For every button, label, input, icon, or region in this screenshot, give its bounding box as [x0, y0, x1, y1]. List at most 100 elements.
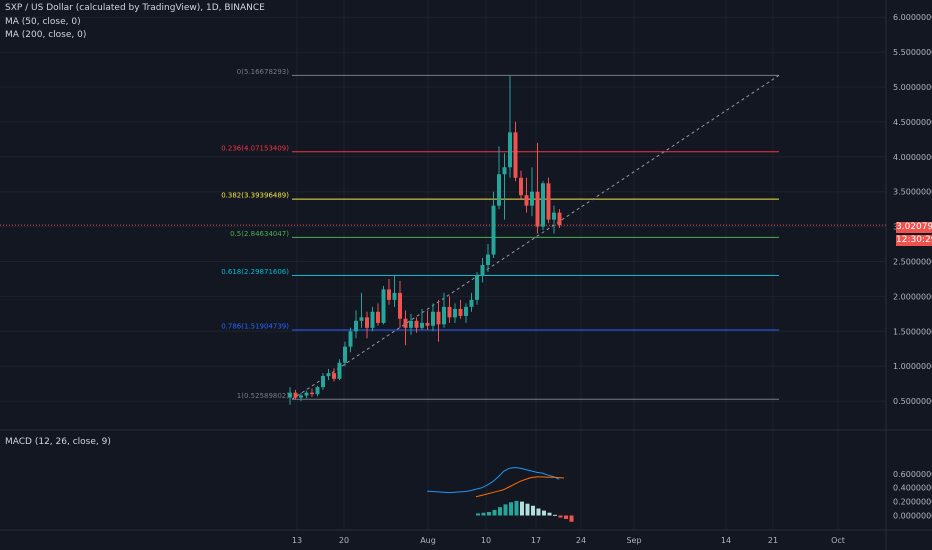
- candle-body: [414, 320, 419, 328]
- price-tick-label: 1.00000000: [893, 362, 932, 371]
- candle-body: [381, 289, 386, 323]
- macd-histogram-bar: [487, 512, 491, 516]
- time-tick-label: Oct: [831, 536, 845, 545]
- candle-body: [475, 275, 479, 300]
- candle-body: [442, 306, 446, 325]
- macd-histogram-bar: [564, 515, 568, 519]
- candle-body: [332, 373, 336, 379]
- macd-histogram-bar: [536, 508, 541, 516]
- candle-body: [392, 292, 397, 300]
- macd-histogram-bar: [558, 515, 563, 518]
- macd-tick-label: 0.40000000: [893, 484, 932, 493]
- macd-histogram-bar: [503, 504, 508, 516]
- price-tick-label: 3.50000000: [893, 188, 932, 197]
- time-tick-label: 21: [768, 536, 778, 545]
- candle-body: [502, 167, 507, 175]
- candle-body: [541, 183, 545, 227]
- fib-level-label: 0.5(2.84634047): [230, 230, 289, 238]
- candle-body: [387, 289, 391, 300]
- macd-histogram-bar: [520, 501, 524, 516]
- candle-body: [315, 387, 320, 395]
- candle-body: [519, 177, 523, 196]
- candle-body: [535, 191, 540, 227]
- candle-body: [546, 183, 551, 220]
- macd-line: [426, 467, 560, 494]
- price-tick-label: 5.00000000: [893, 83, 932, 92]
- macd-histogram-bar: [553, 514, 557, 516]
- macd-histogram-bar: [514, 500, 519, 516]
- candle-body: [409, 320, 413, 328]
- price-tick-label: 5.50000000: [893, 48, 932, 57]
- candle-body: [359, 317, 364, 321]
- price-tick-label: 1.50000000: [893, 327, 932, 336]
- candle-body: [288, 392, 292, 398]
- time-tick-label: 24: [576, 536, 586, 545]
- candle-body: [524, 195, 529, 206]
- price-tick-label: 6.00000000: [893, 13, 932, 22]
- macd-histogram-bar: [492, 509, 497, 516]
- time-tick-label: 10: [481, 536, 491, 545]
- ma200-legend[interactable]: MA (200, close, 0): [5, 30, 87, 40]
- fib-level-label: 0.786(1.51904739): [221, 322, 289, 330]
- fib-level-label: 0.382(3.39396489): [221, 192, 289, 200]
- candle-body: [447, 306, 452, 318]
- fib-level-label: 1(0.52589802): [237, 392, 289, 400]
- ma50-legend[interactable]: MA (50, close, 0): [5, 17, 81, 27]
- candle-body: [420, 322, 424, 328]
- price-tick-label: 2.00000000: [893, 292, 932, 301]
- time-tick-label: 20: [339, 536, 349, 545]
- macd-legend[interactable]: MACD (12, 26, close, 9): [5, 437, 111, 447]
- time-tick-label: 17: [531, 536, 541, 545]
- candle-body: [310, 392, 314, 395]
- price-tick-label: 4.50000000: [893, 118, 932, 127]
- candle-body: [464, 306, 468, 316]
- price-tick-label: 0.50000000: [893, 397, 932, 406]
- candle-body: [398, 292, 402, 319]
- candle-body: [321, 375, 325, 388]
- chart-title: SXP / US Dollar (calculated by TradingVi…: [5, 3, 265, 13]
- fib-level-label: 0.236(4.07153409): [221, 144, 289, 152]
- candle-body: [513, 132, 518, 178]
- price-tick-label: 2.50000000: [893, 258, 932, 267]
- fib-trend-line: [291, 74, 780, 400]
- macd-histogram-bar: [481, 512, 486, 516]
- macd-histogram-bar: [525, 503, 530, 516]
- candle-body: [337, 362, 342, 379]
- candle-body: [436, 311, 441, 325]
- fib-level-label: 0(5.16678293): [237, 68, 289, 76]
- candle-body: [530, 191, 534, 206]
- candle-body: [365, 317, 369, 328]
- macd-histogram-bar: [509, 502, 513, 516]
- time-tick-label: 14: [721, 536, 731, 545]
- fib-level-label: 0.618(2.29871606): [221, 268, 289, 276]
- candle-body: [469, 299, 474, 307]
- candle-body: [552, 212, 556, 220]
- candle-body: [304, 392, 309, 396]
- macd-tick-label: 0.00000000: [893, 512, 932, 521]
- countdown-badge: 12:30:29: [896, 235, 932, 246]
- candle-body: [497, 174, 501, 206]
- candle-body: [486, 254, 490, 265]
- candle-body: [453, 308, 457, 318]
- price-tick-label: 4.00000000: [893, 153, 932, 162]
- macd-histogram-bar: [498, 507, 502, 516]
- candle-body: [508, 132, 512, 168]
- time-tick-label: Sep: [626, 536, 641, 545]
- candle-body: [343, 346, 347, 363]
- candle-body: [326, 373, 331, 376]
- candle-body: [299, 395, 303, 398]
- candle-body: [557, 212, 562, 226]
- candle-body: [354, 320, 358, 332]
- candle-body: [458, 308, 463, 316]
- time-tick-label: 13: [292, 536, 302, 545]
- candle-body: [425, 322, 430, 326]
- macd-tick-label: 0.60000000: [893, 470, 932, 479]
- candle-body: [491, 205, 496, 255]
- candle-body: [376, 311, 380, 323]
- macd-histogram-bar: [547, 512, 552, 516]
- macd-tick-label: 0.20000000: [893, 498, 932, 507]
- macd-histogram-bar: [569, 515, 574, 522]
- signal-line: [475, 476, 565, 498]
- macd-histogram-bar: [476, 513, 480, 516]
